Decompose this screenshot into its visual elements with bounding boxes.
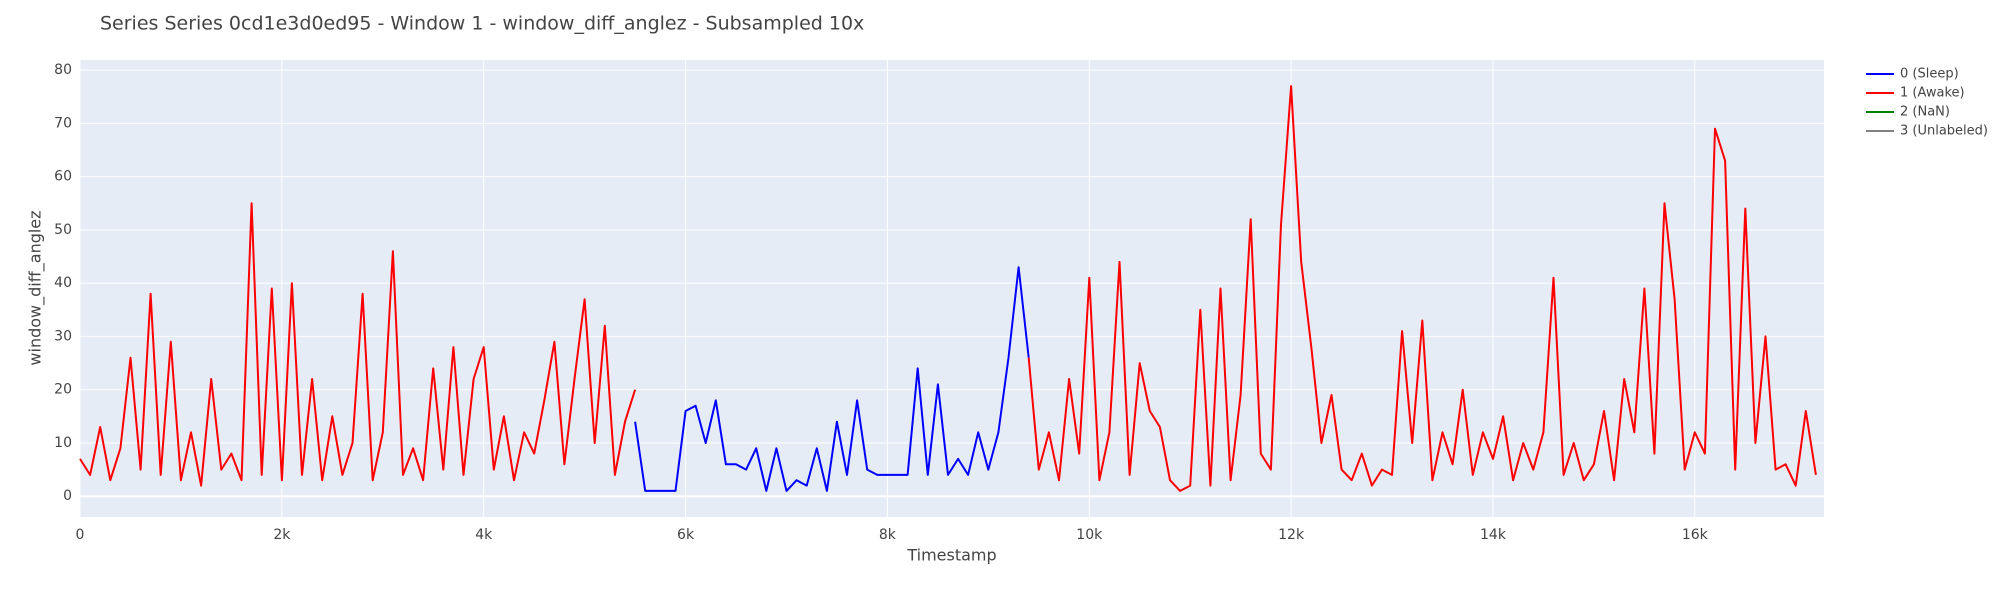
y-tick-label: 50 — [54, 222, 72, 238]
y-tick-label: 70 — [54, 115, 72, 131]
y-tick-label: 40 — [54, 275, 72, 291]
x-tick-label: 16k — [1682, 527, 1709, 543]
y-tick-label: 80 — [54, 62, 72, 78]
x-tick-label: 14k — [1480, 527, 1507, 543]
legend-label: 3 (Unlabeled) — [1900, 124, 1988, 139]
y-tick-label: 10 — [54, 435, 72, 451]
y-axis-title: window_diff_anglez — [26, 210, 46, 365]
series-line — [634, 266, 1030, 492]
y-tick-label: 60 — [54, 169, 72, 185]
x-tick-label: 6k — [677, 527, 695, 543]
legend-label: 1 (Awake) — [1900, 86, 1965, 101]
x-tick-label: 12k — [1278, 527, 1305, 543]
legend-label: 0 (Sleep) — [1900, 67, 1959, 82]
x-tick-label: 10k — [1076, 527, 1103, 543]
series-line — [79, 85, 1817, 492]
x-axis-title: Timestamp — [906, 546, 996, 565]
x-tick-label: 4k — [475, 527, 493, 543]
legend-label: 2 (NaN) — [1900, 105, 1950, 120]
y-tick-label: 30 — [54, 328, 72, 344]
x-tick-label: 0 — [76, 527, 85, 543]
chart-title: Series Series 0cd1e3d0ed95 - Window 1 - … — [100, 13, 864, 35]
y-tick-label: 20 — [54, 382, 72, 398]
x-tick-label: 8k — [879, 527, 897, 543]
y-tick-label: 0 — [63, 488, 72, 504]
x-tick-label: 2k — [273, 527, 291, 543]
